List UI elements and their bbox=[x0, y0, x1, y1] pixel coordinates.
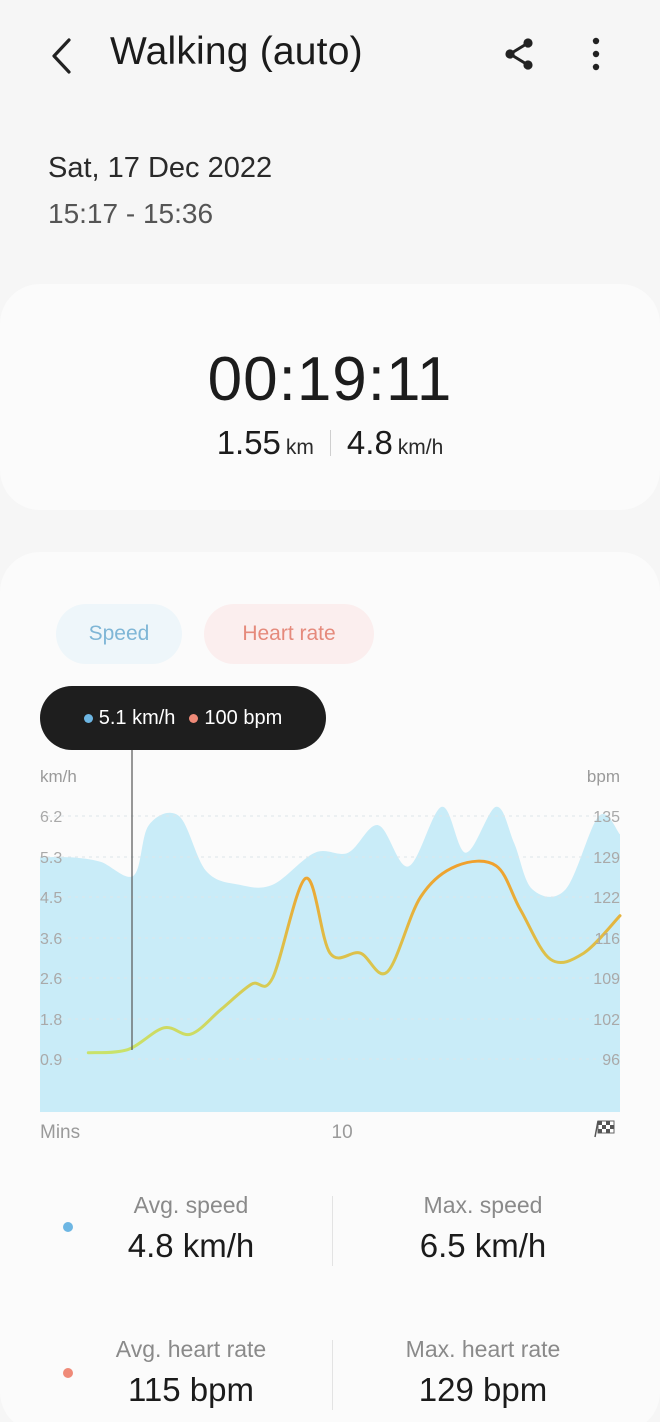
left-tick-label: 3.6 bbox=[40, 931, 62, 948]
metric-label: Max. speed bbox=[423, 1192, 543, 1218]
metric-max-heart-rate: Max. heart rate 129 bpm bbox=[338, 1336, 628, 1409]
share-icon bbox=[505, 38, 533, 70]
avg-speed-value: 4.8 bbox=[346, 424, 393, 461]
left-tick-label: 1.8 bbox=[40, 1012, 62, 1029]
right-tick-label: 96 bbox=[602, 1052, 620, 1069]
x-axis-label: Mins bbox=[40, 1122, 80, 1143]
distance-value: 1.55 bbox=[216, 424, 281, 461]
metric-divider bbox=[332, 1196, 333, 1266]
summary-stats: 1.55 km 4.8 km/h bbox=[0, 424, 660, 462]
left-tick-label: 5.3 bbox=[40, 850, 62, 867]
left-axis-unit: km/h bbox=[40, 767, 77, 786]
metric-label: Avg. speed bbox=[133, 1192, 249, 1218]
more-options-button[interactable] bbox=[576, 28, 616, 80]
tooltip-heart-rate: 100 bpm bbox=[189, 707, 282, 730]
share-button[interactable] bbox=[496, 28, 544, 80]
tab-heart-rate[interactable]: Heart rate bbox=[204, 604, 374, 664]
duration-value: 00:19:11 bbox=[207, 345, 453, 414]
distance-unit: km bbox=[285, 436, 314, 459]
back-button[interactable] bbox=[38, 28, 86, 84]
avg-heart-rate-dot bbox=[63, 1368, 73, 1378]
more-vertical-icon bbox=[592, 37, 600, 71]
right-axis-unit: bpm bbox=[587, 767, 620, 786]
right-tick-label: 116 bbox=[594, 931, 620, 948]
tab-speed[interactable]: Speed bbox=[56, 604, 182, 664]
metric-max-speed: Max. speed 6.5 km/h bbox=[338, 1192, 628, 1265]
session-time-range: 15:17 - 15:36 bbox=[48, 198, 214, 229]
left-tick-label: 2.6 bbox=[40, 971, 62, 988]
heart-rate-line bbox=[86, 859, 622, 1055]
page-title: Walking (auto) bbox=[110, 30, 363, 73]
session-date: Sat, 17 Dec 2022 bbox=[48, 152, 273, 184]
avg-speed-unit: km/h bbox=[397, 436, 444, 459]
finish-flag-icon bbox=[594, 1120, 615, 1138]
speed-dot bbox=[83, 713, 93, 723]
right-tick-label: 129 bbox=[593, 850, 620, 867]
speed-heart-rate-chart[interactable]: km/h bpm 6.2 5.3 4.5 3.6 2.6 1.8 0.9 135 129 122 116… bbox=[0, 750, 660, 1160]
avg-speed-dot bbox=[63, 1222, 73, 1232]
metric-value: 115 bpm bbox=[128, 1371, 254, 1408]
metric-value: 6.5 km/h bbox=[419, 1227, 547, 1264]
metric-value: 129 bpm bbox=[418, 1371, 548, 1408]
right-tick-label: 102 bbox=[593, 1012, 620, 1029]
left-tick-label: 6.2 bbox=[40, 809, 62, 826]
left-tick-label: 0.9 bbox=[40, 1052, 62, 1069]
tooltip-heart-rate-value: 100 bpm bbox=[204, 706, 283, 729]
speed-area bbox=[40, 806, 620, 1112]
chart-tooltip: 5.1 km/h 100 bpm bbox=[40, 686, 326, 750]
right-tick-label: 109 bbox=[593, 971, 620, 988]
metric-label: Avg. heart rate bbox=[115, 1336, 267, 1362]
app-bar: Walking (auto) bbox=[0, 0, 660, 112]
tooltip-speed: 5.1 km/h bbox=[83, 706, 176, 730]
right-tick-label: 122 bbox=[593, 890, 620, 907]
metric-label: Max. heart rate bbox=[405, 1336, 561, 1362]
left-tick-label: 4.5 bbox=[40, 890, 62, 907]
summary-card: 00:19:11 1.55 km 4.8 km/h bbox=[0, 284, 660, 510]
x-tick-label: 10 bbox=[332, 1122, 353, 1143]
metric-value: 4.8 km/h bbox=[127, 1227, 255, 1264]
right-tick-label: 135 bbox=[593, 809, 620, 826]
heart-rate-dot bbox=[189, 713, 199, 723]
metric-divider bbox=[332, 1340, 333, 1410]
chevron-left-icon bbox=[52, 38, 71, 74]
metric-avg-speed: Avg. speed 4.8 km/h bbox=[46, 1192, 336, 1265]
metric-avg-heart-rate: Avg. heart rate 115 bpm bbox=[46, 1336, 336, 1409]
stats-divider bbox=[329, 430, 331, 456]
tooltip-speed-value: 5.1 km/h bbox=[98, 706, 176, 729]
